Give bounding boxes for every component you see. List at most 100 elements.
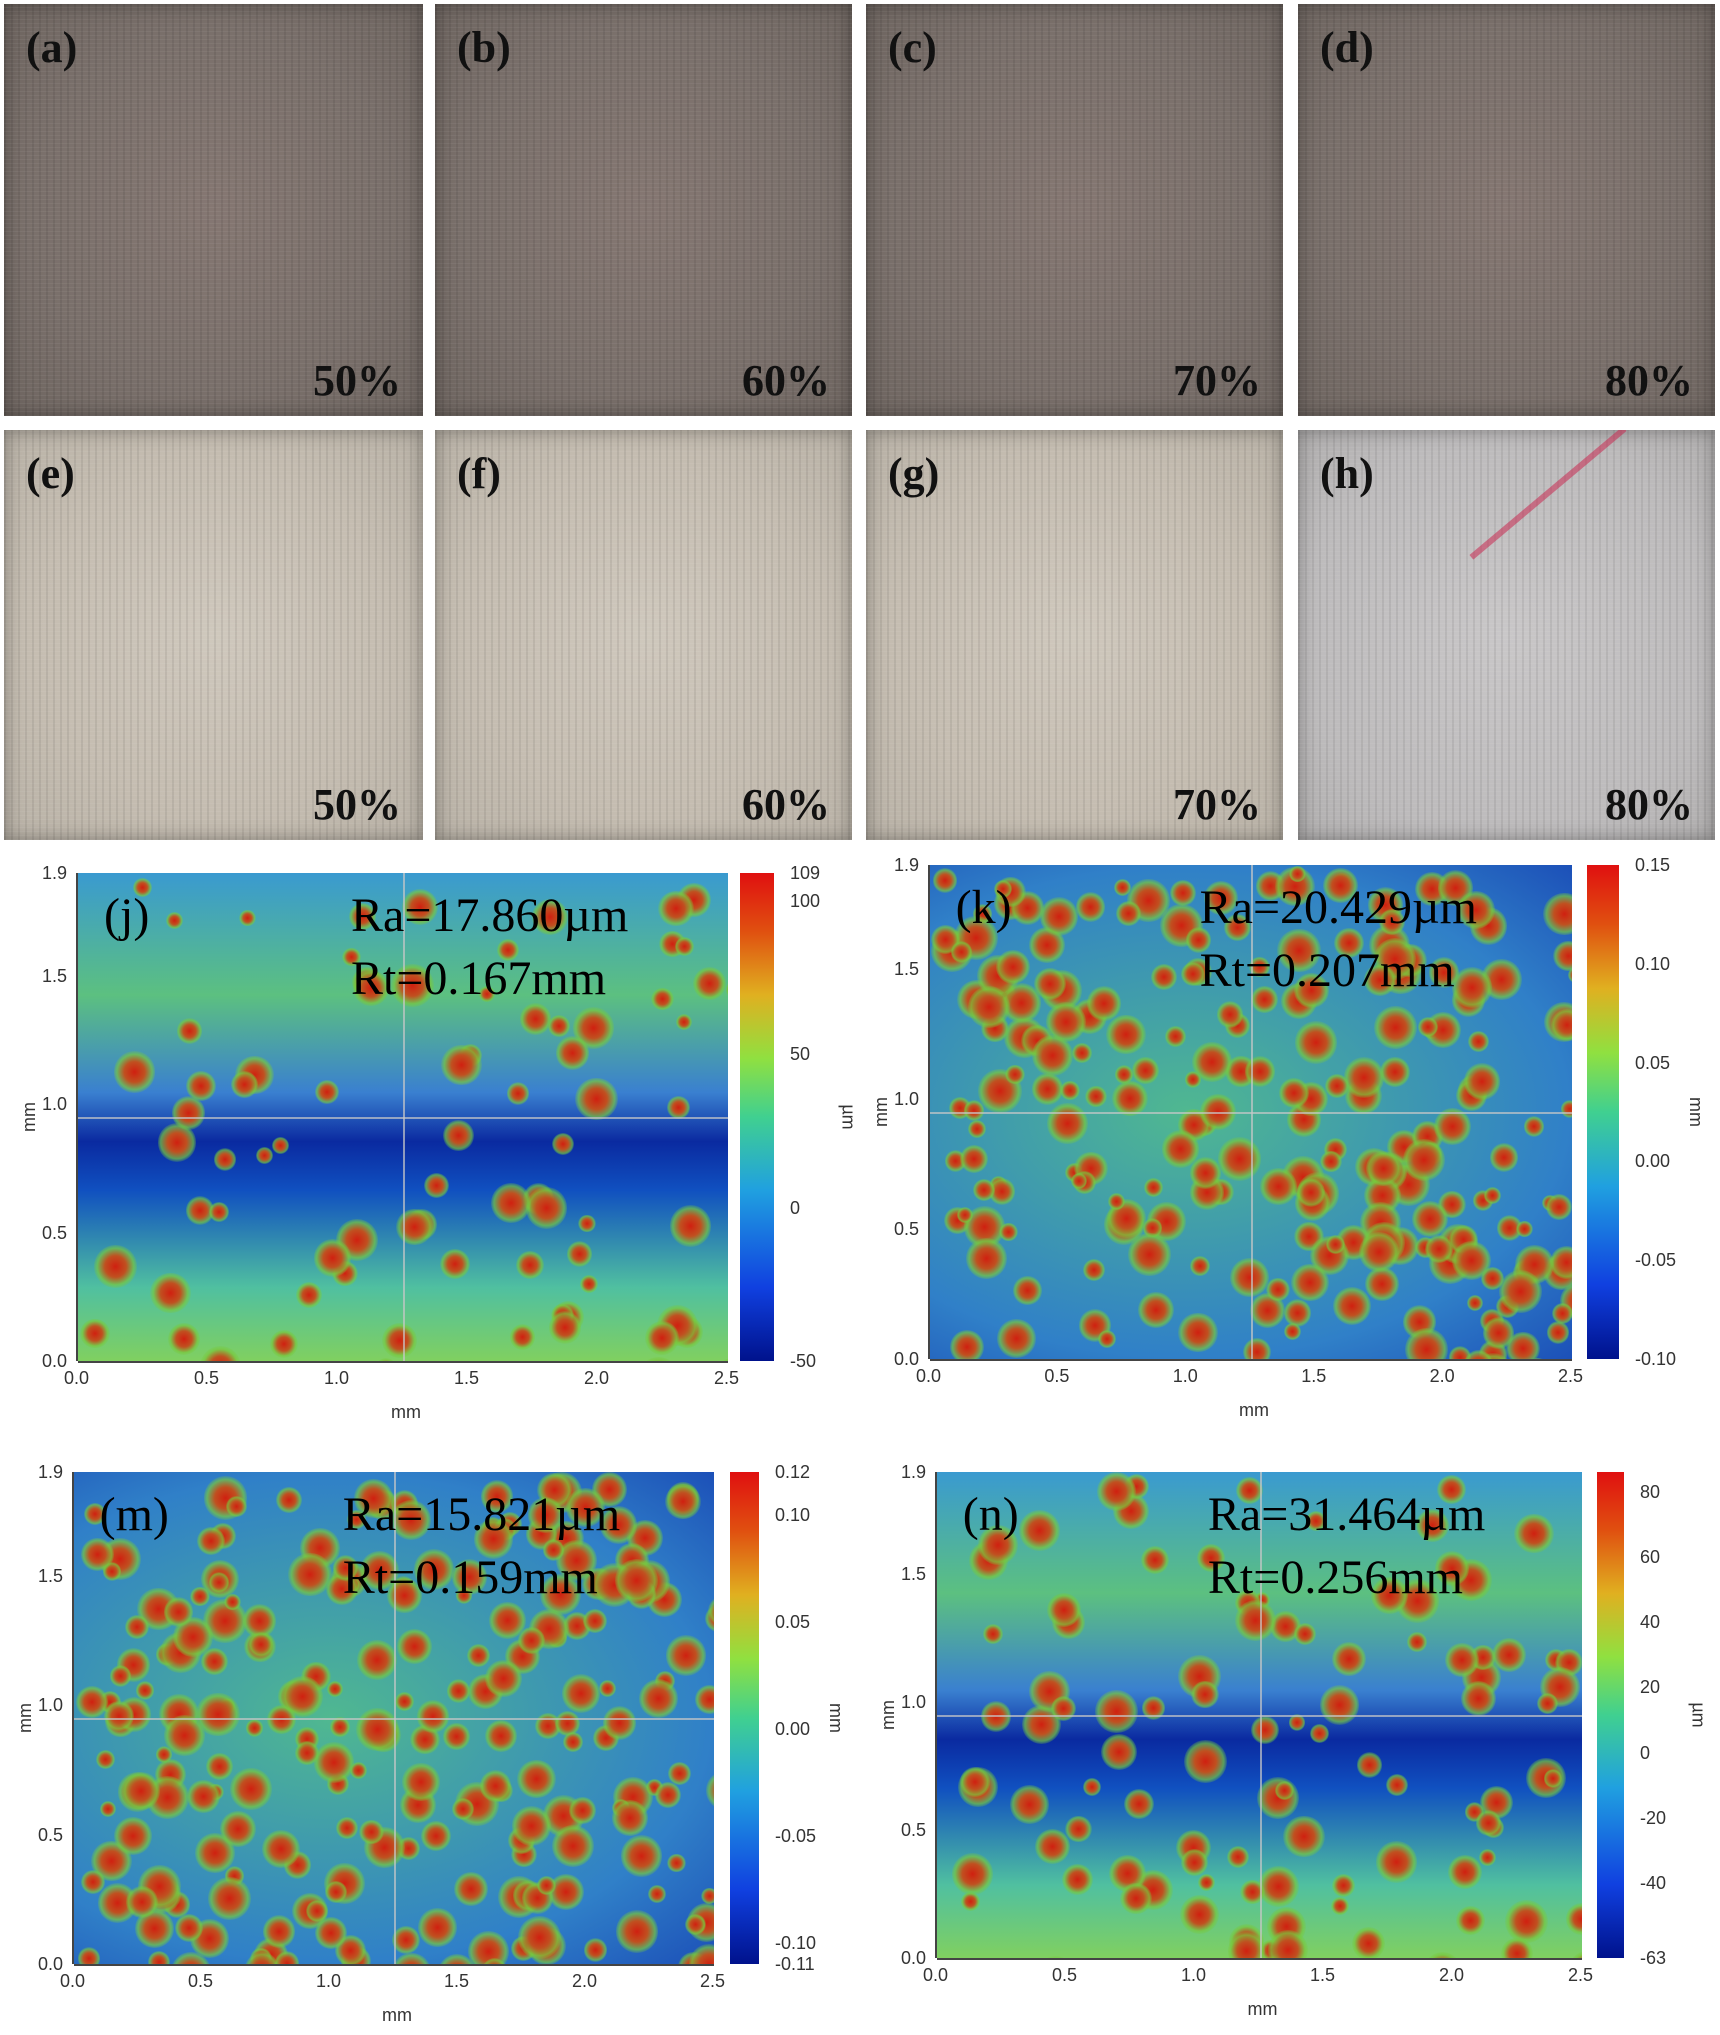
peak <box>506 1082 530 1106</box>
peak <box>1071 1172 1088 1189</box>
colorbar-tick-label: 50 <box>790 1044 811 1065</box>
peak <box>1475 1809 1502 1836</box>
peak <box>113 1051 156 1093</box>
peak <box>950 1329 985 1359</box>
peak <box>1266 1277 1290 1302</box>
peak <box>1306 1511 1327 1532</box>
peak <box>1086 986 1122 1021</box>
colorbar-tick-label: 80 <box>1640 1481 1661 1502</box>
peak <box>1463 1063 1501 1100</box>
colorbar-tick-label: -50 <box>790 1351 817 1371</box>
percent-label: 70% <box>1173 356 1261 405</box>
peak <box>1191 1680 1219 1709</box>
y-tick-label: 1.9 <box>901 1462 927 1482</box>
peak <box>207 1877 251 1921</box>
peak <box>76 1685 108 1718</box>
peak <box>352 969 390 1007</box>
peak <box>638 1678 678 1718</box>
peak <box>977 1524 1018 1565</box>
panel-label: (g) <box>888 449 940 498</box>
colorbar-tick-label: 109 <box>790 863 821 883</box>
x-tick-label: 0.0 <box>60 1971 86 1991</box>
peak <box>220 1810 257 1847</box>
ra-value: Ra=20.429µm <box>1199 881 1478 934</box>
peak <box>1106 1014 1146 1055</box>
peak <box>1561 1100 1572 1118</box>
peak <box>519 1002 552 1035</box>
peak <box>1112 1080 1148 1117</box>
peak <box>515 1250 544 1279</box>
peak <box>480 1480 514 1513</box>
peak <box>230 1768 272 1810</box>
colorbar-tick-label: 0.15 <box>1635 855 1671 875</box>
peak <box>1120 1882 1152 1915</box>
peak <box>274 1951 300 1964</box>
peak <box>485 1660 523 1698</box>
peak <box>186 1780 220 1813</box>
y-tick-label: 1.5 <box>38 1565 64 1586</box>
panel-label: (c) <box>888 23 937 72</box>
peak <box>637 1357 679 1361</box>
peak <box>332 1555 359 1581</box>
peak <box>1097 1472 1137 1512</box>
x-axis-line <box>930 1359 1572 1361</box>
sample-photo: (a) 50% <box>4 4 423 416</box>
sample-photo: (e) 50% <box>4 430 423 840</box>
x-tick-label: 1.5 <box>454 1368 480 1388</box>
peak <box>583 1938 608 1963</box>
sample-photo: (h) 80% <box>1298 430 1715 840</box>
rt-value: Rt=0.159mm <box>342 1551 598 1604</box>
peak <box>997 1319 1036 1358</box>
peak <box>658 891 694 927</box>
y-tick-label: 0.5 <box>894 1219 920 1239</box>
peak <box>440 1249 471 1280</box>
peak <box>1542 892 1572 936</box>
x-tick-label: 2.5 <box>1568 1965 1594 1985</box>
height-map: (j) Ra=17.860µm Rt=0.167mm <box>78 873 728 1361</box>
peak <box>1322 867 1359 904</box>
peak <box>1185 927 1212 953</box>
y-axis-label: mm <box>871 1097 891 1127</box>
peak <box>147 1951 170 1964</box>
y-tick-label: 1.9 <box>42 863 68 883</box>
peak <box>1229 1258 1269 1297</box>
peak <box>685 1913 707 1935</box>
peak <box>1460 1680 1497 1717</box>
peak <box>1183 1739 1227 1783</box>
peak <box>960 1891 980 1911</box>
peak <box>1132 1057 1159 1084</box>
x-axis-label: mm <box>391 1402 421 1422</box>
peak <box>314 1917 348 1950</box>
peak <box>1046 1592 1082 1627</box>
peak <box>972 1178 995 1201</box>
peak <box>438 1953 477 1964</box>
peak <box>582 1608 607 1633</box>
peak <box>416 1700 450 1734</box>
surface-texture <box>4 430 423 840</box>
peak <box>157 1123 197 1162</box>
peak <box>288 1552 332 1597</box>
surface-texture <box>866 430 1283 840</box>
x-tick-label: 1.0 <box>1181 1965 1207 1985</box>
surface-texture <box>1298 430 1715 840</box>
peak <box>397 1628 433 1664</box>
peak <box>665 1483 701 1520</box>
peak <box>1343 1057 1384 1098</box>
panel-label: (e) <box>26 449 75 498</box>
peak <box>490 1182 531 1223</box>
peak <box>1364 964 1397 997</box>
peak <box>77 1947 100 1964</box>
colorbar-tick-label: 20 <box>1640 1677 1661 1698</box>
peak <box>552 1132 574 1155</box>
peak <box>175 1914 204 1943</box>
peak <box>960 1145 989 1174</box>
peak <box>651 987 674 1011</box>
peak <box>718 1358 728 1361</box>
y-tick-label: 0.0 <box>38 1954 64 1974</box>
peak <box>1482 1317 1514 1349</box>
colorbar-tick-label: -0.10 <box>1635 1349 1677 1369</box>
peak <box>245 1719 264 1737</box>
peak <box>1098 1329 1117 1348</box>
peak <box>1047 1102 1089 1144</box>
peak <box>1035 1955 1076 1958</box>
